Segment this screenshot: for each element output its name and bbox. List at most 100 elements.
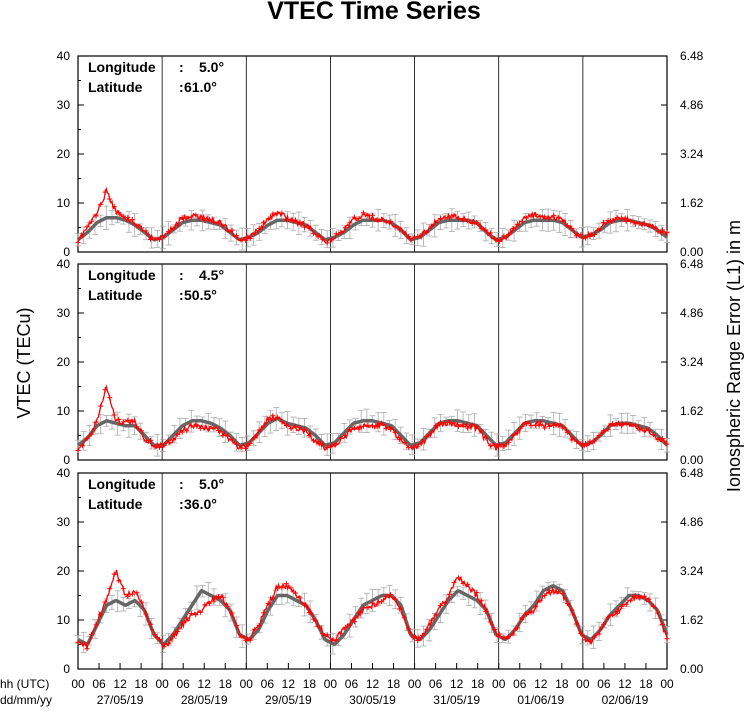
hour-tick-label: 12 — [450, 677, 464, 691]
hour-tick-label: 00 — [71, 677, 85, 691]
panel-1: 0 10 20 30 40 0.00 1.62 3.24 4.86 6.48 Longitude:5… — [57, 49, 704, 259]
latitude-label: Latitude — [88, 496, 143, 512]
date-tick-label: 28/05/19 — [181, 693, 228, 707]
y-tick-label: 0 — [63, 245, 70, 259]
panels-layer: 0102030400.001.623.244.866.48Longitude:5… — [57, 49, 704, 676]
observed-markers — [75, 189, 670, 246]
longitude-colon: : — [179, 59, 184, 75]
y-tick-label: 40 — [57, 466, 71, 480]
date-tick-label: 31/05/19 — [433, 693, 480, 707]
longitude-label: Longitude — [88, 267, 156, 283]
longitude-value: 5.0° — [199, 59, 224, 75]
y-tick-label: 20 — [57, 147, 71, 161]
right-tick-label: 3.24 — [680, 564, 704, 578]
right-tick-label: 6.48 — [680, 257, 704, 271]
latitude-value: 50.5° — [184, 287, 217, 303]
longitude-colon: : — [179, 476, 184, 492]
y-tick-label: 10 — [57, 613, 71, 627]
hour-tick-label: 12 — [198, 677, 212, 691]
y-tick-label: 10 — [57, 196, 71, 210]
hour-tick-label: 12 — [534, 677, 548, 691]
latitude-value: 36.0° — [184, 496, 217, 512]
right-tick-label: 0.00 — [680, 453, 704, 467]
date-tick-label: 30/05/19 — [349, 693, 396, 707]
hour-tick-label: 12 — [366, 677, 380, 691]
right-tick-label: 1.62 — [680, 613, 704, 627]
y-tick-label: 30 — [57, 306, 71, 320]
latitude-value: 61.0° — [184, 79, 217, 95]
right-tick-label: 1.62 — [680, 404, 704, 418]
hour-tick-label: 06 — [176, 677, 190, 691]
latitude-label: Latitude — [88, 287, 143, 303]
hour-tick-label: 18 — [639, 677, 653, 691]
date-tick-label: 01/06/19 — [517, 693, 564, 707]
right-tick-label: 1.62 — [680, 196, 704, 210]
panel-2: 0 10 20 30 40 0.00 1.62 3.24 4.86 6.48 Longitude:4… — [57, 257, 704, 467]
hour-tick-label: 18 — [555, 677, 569, 691]
right-tick-label: 6.48 — [680, 49, 704, 63]
hour-tick-label: 18 — [303, 677, 317, 691]
y-tick-label: 20 — [57, 564, 71, 578]
hour-tick-label: 18 — [387, 677, 401, 691]
y-tick-label: 10 — [57, 404, 71, 418]
latitude-colon: : — [179, 496, 184, 512]
y-tick-label: 0 — [63, 453, 70, 467]
longitude-colon: : — [179, 267, 184, 283]
latitude-label: Latitude — [88, 79, 143, 95]
longitude-value: 5.0° — [199, 476, 224, 492]
hour-tick-label: 12 — [618, 677, 632, 691]
y-tick-label: 40 — [57, 257, 71, 271]
hour-tick-label: 18 — [134, 677, 148, 691]
date-tick-label: 27/05/19 — [97, 693, 144, 707]
right-tick-label: 3.24 — [680, 147, 704, 161]
y-tick-label: 30 — [57, 98, 71, 112]
hour-tick-label: 00 — [324, 677, 338, 691]
chart-title: VTEC Time Series — [267, 0, 481, 25]
hour-tick-label: 00 — [408, 677, 422, 691]
hour-tick-label: 06 — [345, 677, 359, 691]
date-tick-label: 29/05/19 — [265, 693, 312, 707]
hour-tick-label: 00 — [492, 677, 506, 691]
longitude-label: Longitude — [88, 476, 156, 492]
hour-tick-label: 00 — [155, 677, 169, 691]
hour-tick-label: 12 — [113, 677, 127, 691]
y-tick-label: 0 — [63, 662, 70, 676]
hour-tick-label: 06 — [513, 677, 527, 691]
observed-markers — [75, 387, 670, 453]
y-tick-label: 40 — [57, 49, 71, 63]
hour-tick-label: 06 — [92, 677, 106, 691]
longitude-label: Longitude — [88, 59, 156, 75]
hour-tick-label: 12 — [282, 677, 296, 691]
hour-tick-label: 00 — [240, 677, 254, 691]
date-tick-label: 02/06/19 — [602, 693, 649, 707]
hour-tick-label: 06 — [261, 677, 275, 691]
right-tick-label: 0.00 — [680, 245, 704, 259]
hour-tick-label: 18 — [471, 677, 485, 691]
longitude-value: 4.5° — [199, 267, 224, 283]
x-label-date: dd/mm/yy — [0, 693, 52, 707]
right-tick-label: 6.48 — [680, 466, 704, 480]
hour-tick-label: 06 — [597, 677, 611, 691]
panel-3: 0 10 20 30 40 0.00 1.62 3.24 4.86 6.48 Longitude:5… — [57, 466, 704, 676]
x-label-hour: hh (UTC) — [0, 677, 49, 691]
panel-frame — [77, 263, 668, 461]
error-bars — [75, 205, 670, 251]
right-tick-label: 4.86 — [680, 98, 704, 112]
error-bars — [75, 407, 670, 457]
hour-tick-label: 00 — [576, 677, 590, 691]
hour-tick-label: 00 — [660, 677, 674, 691]
right-tick-label: 4.86 — [680, 515, 704, 529]
hour-tick-label: 06 — [429, 677, 443, 691]
x-axis: 00 06 12 18 27/05/19 00 06 12 18 28/05/19 00 06 12 18… — [71, 663, 674, 707]
y-tick-label: 30 — [57, 515, 71, 529]
right-axis-label: Ionospheric Range Error (L1) in m — [724, 220, 744, 492]
right-tick-label: 0.00 — [680, 662, 704, 676]
y-tick-label: 20 — [57, 355, 71, 369]
right-tick-label: 3.24 — [680, 355, 704, 369]
latitude-colon: : — [179, 287, 184, 303]
right-tick-label: 4.86 — [680, 306, 704, 320]
left-axis-label: VTEC (TECu) — [14, 307, 34, 418]
hour-tick-label: 18 — [219, 677, 233, 691]
observed-markers — [75, 571, 670, 652]
